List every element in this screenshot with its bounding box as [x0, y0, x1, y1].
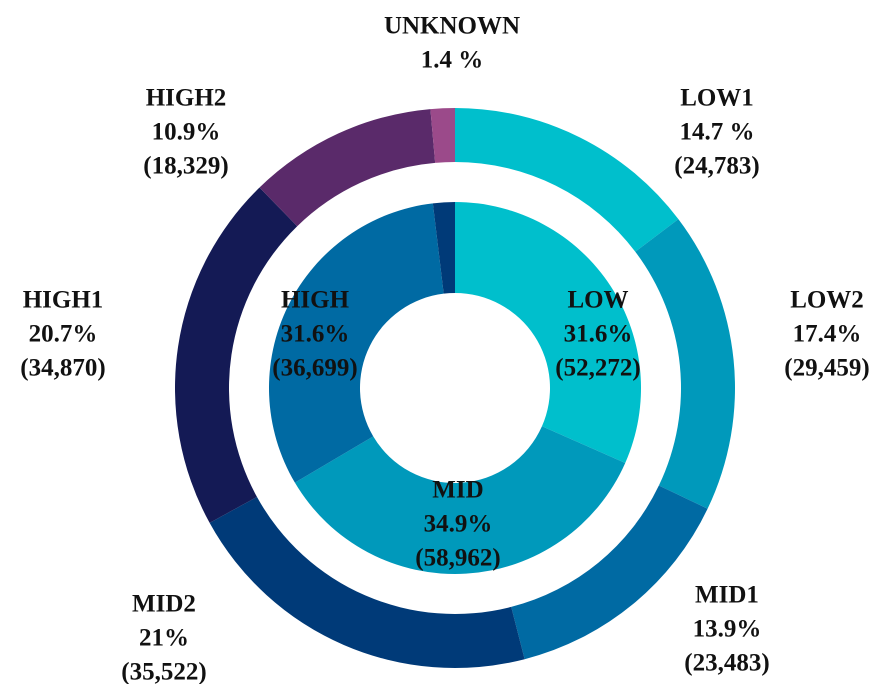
slice-label: HIGH1 — [23, 287, 104, 314]
donut-slice — [635, 219, 735, 509]
count-label: (18,329) — [143, 153, 228, 180]
donut-slice — [269, 203, 444, 483]
slice-label: MID — [432, 477, 483, 504]
percent-label: 10.9% — [152, 119, 221, 146]
slice-label: MID1 — [695, 582, 759, 609]
count-label: (35,522) — [121, 659, 206, 684]
percent-label: 20.7% — [29, 321, 98, 348]
donut-slice — [175, 187, 298, 523]
percent-label: 21% — [139, 625, 189, 652]
slice-label: HIGH2 — [146, 85, 227, 112]
count-label: (23,483) — [684, 650, 769, 677]
slice-label: LOW2 — [790, 287, 864, 314]
donut-slice — [294, 426, 626, 574]
donut-slice — [430, 108, 455, 163]
slice-label: MID2 — [132, 591, 196, 618]
percent-label: 17.4% — [793, 321, 862, 348]
count-label: (24,783) — [674, 153, 759, 180]
count-label: (52,272) — [555, 355, 640, 382]
donut-slice — [259, 109, 436, 227]
slice-label: UNKNOWN — [384, 13, 520, 40]
slice-label: LOW1 — [680, 85, 754, 112]
percent-label: 1.4 % — [421, 47, 484, 74]
percent-label: 31.6% — [564, 321, 633, 348]
slice-label: LOW — [567, 287, 628, 314]
donut-slice — [455, 108, 679, 252]
count-label: (29,459) — [784, 355, 869, 382]
count-label: (58,962) — [415, 545, 500, 572]
percent-label: 13.9% — [693, 616, 762, 643]
donut-slice — [511, 485, 708, 660]
percent-label: 14.7 % — [680, 119, 755, 146]
count-label: (36,699) — [272, 355, 357, 382]
slice-label: HIGH — [281, 287, 350, 314]
donut-slice — [455, 202, 641, 463]
count-label: (34,870) — [20, 355, 105, 382]
percent-label: 34.9% — [424, 511, 493, 538]
percent-label: 31.6% — [281, 321, 350, 348]
donut-slice — [209, 496, 525, 669]
donut-slice — [432, 202, 455, 294]
